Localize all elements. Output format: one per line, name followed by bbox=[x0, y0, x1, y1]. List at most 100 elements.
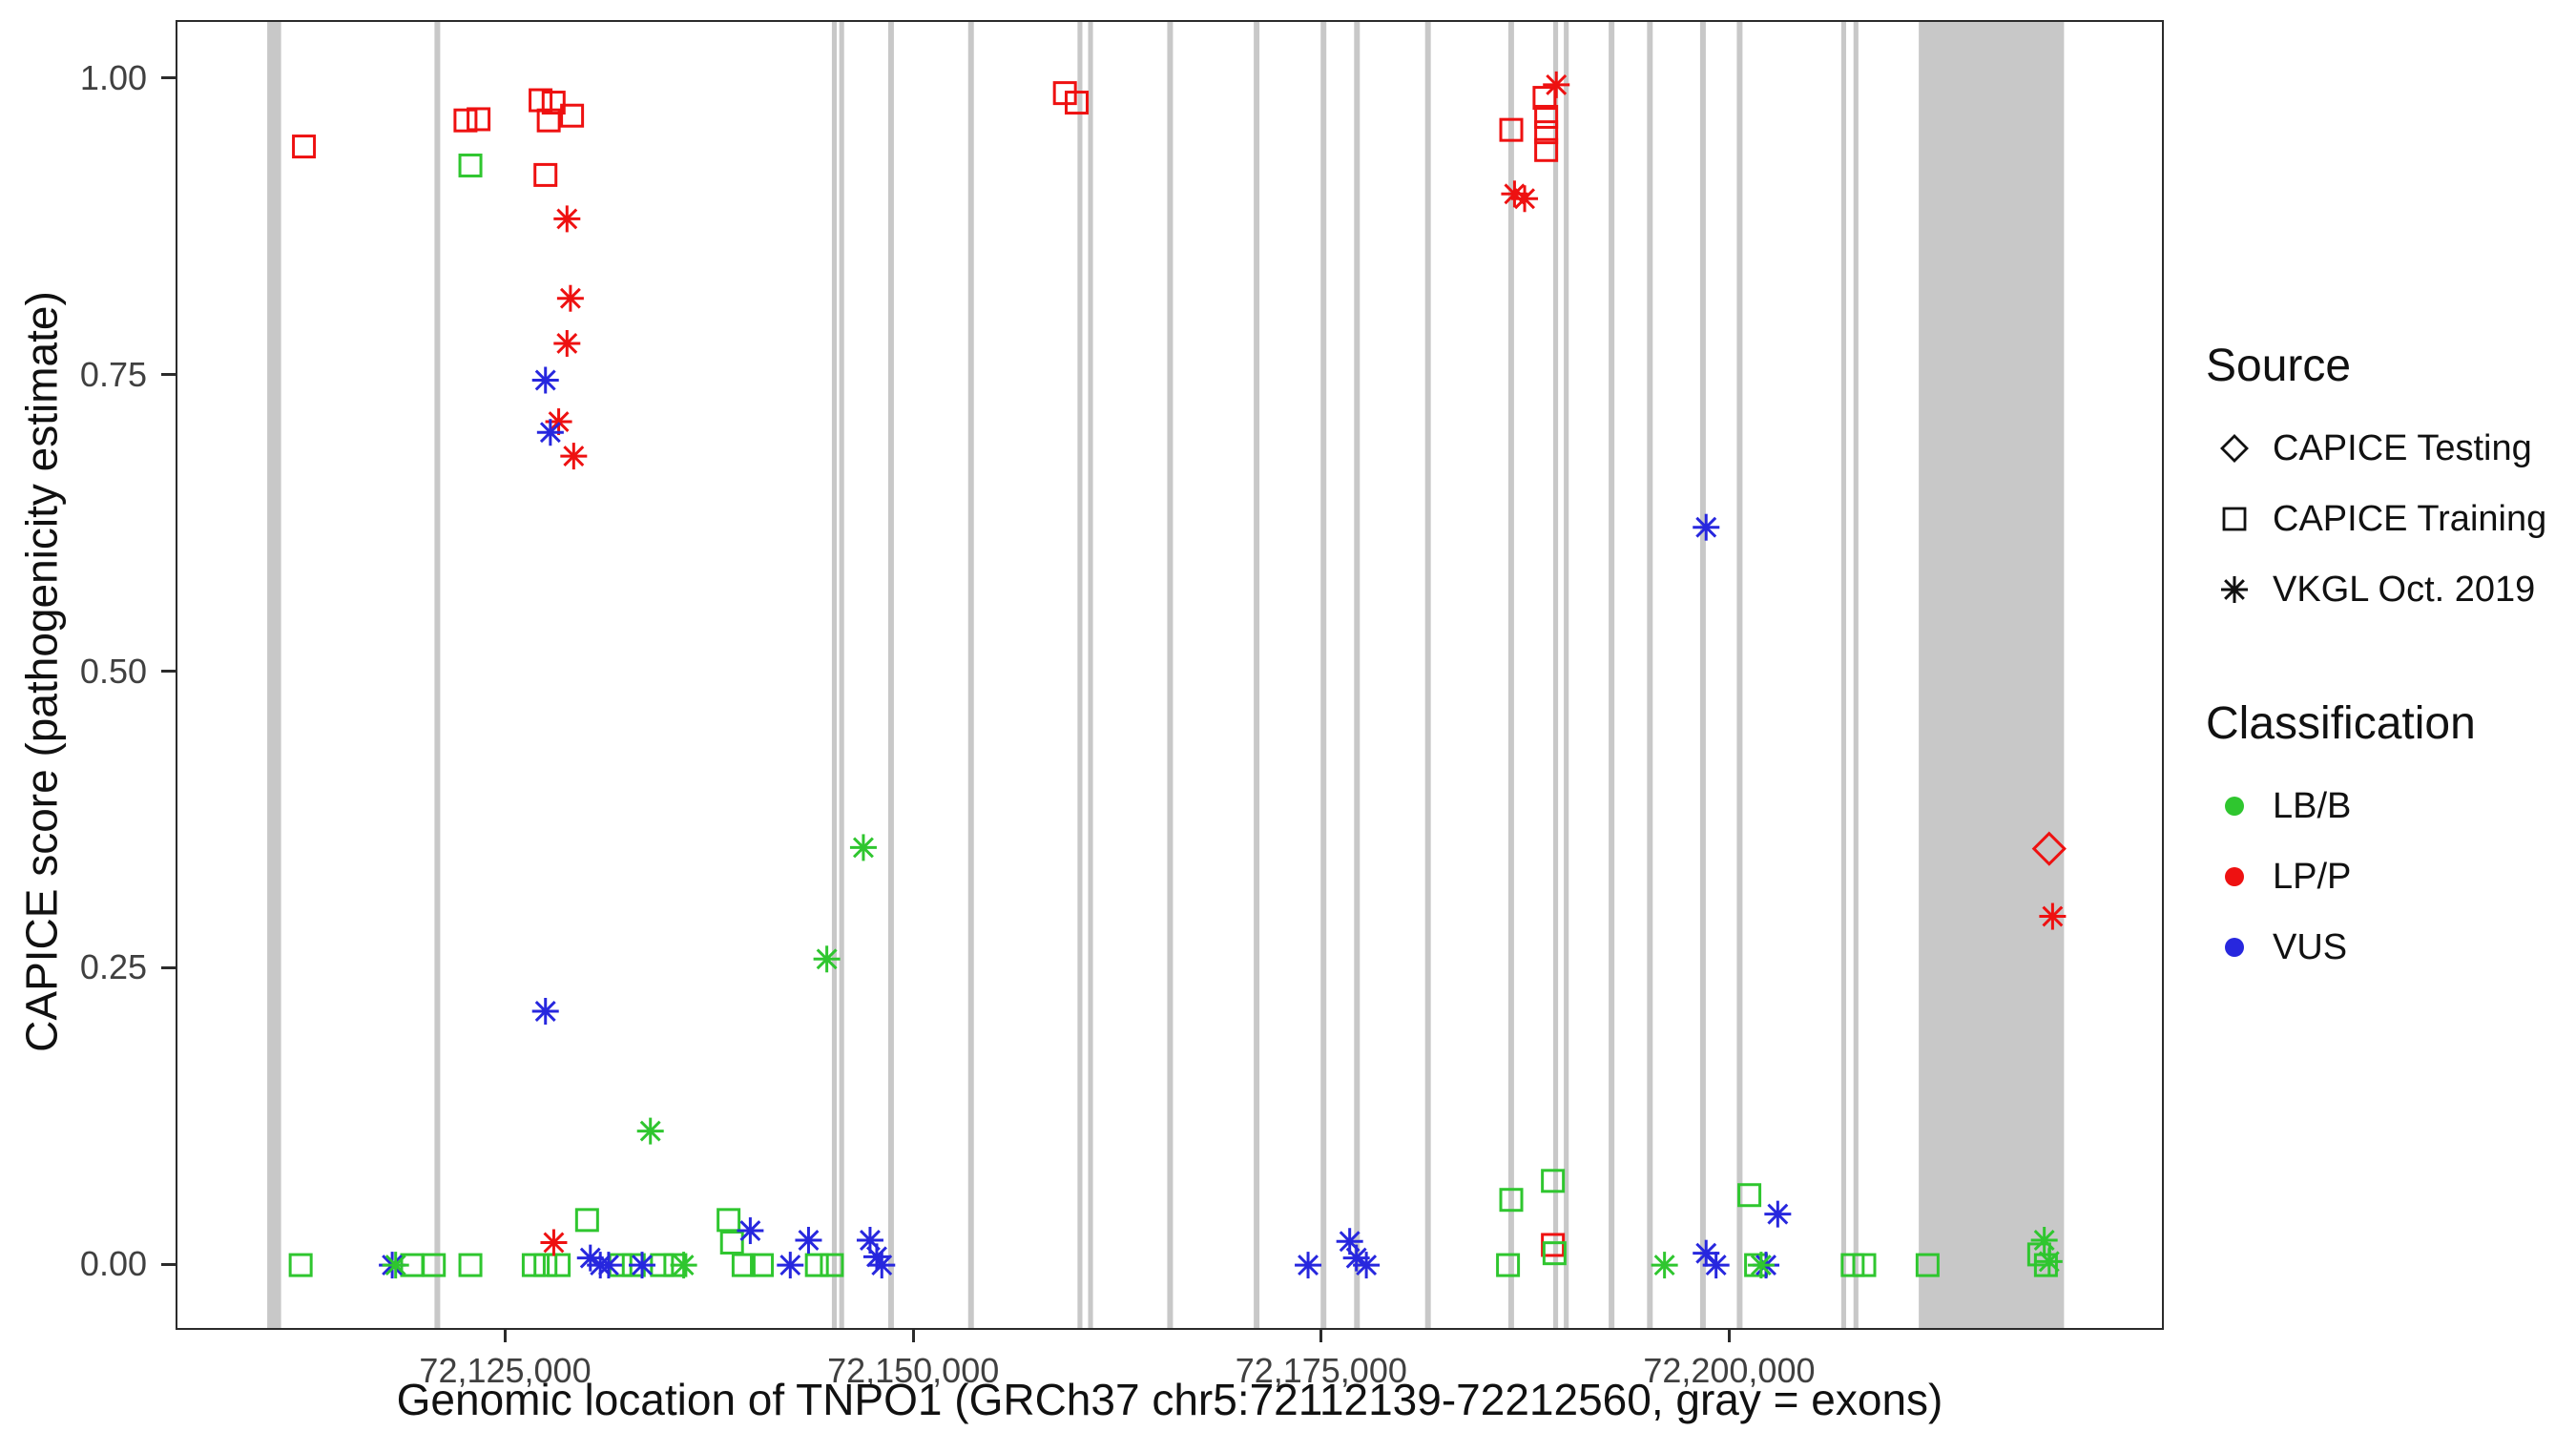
legend-source-title: Source bbox=[2206, 341, 2352, 391]
square-marker bbox=[719, 1230, 744, 1255]
exon-band bbox=[1088, 22, 1093, 1328]
square-marker bbox=[533, 162, 558, 187]
asterisk-marker bbox=[534, 369, 556, 391]
asterisk-marker bbox=[1546, 73, 1568, 95]
square-marker bbox=[1542, 1241, 1567, 1266]
legend-item-lpp: LP/P bbox=[2206, 841, 2546, 912]
asterisk-marker bbox=[1298, 1255, 1319, 1276]
exon-band bbox=[1077, 22, 1083, 1328]
y-tick-label: 0.50 bbox=[79, 651, 147, 691]
y-tick-mark bbox=[161, 1262, 176, 1266]
exon-band bbox=[839, 22, 844, 1328]
asterisk-marker bbox=[673, 1255, 695, 1276]
exon-band bbox=[831, 22, 838, 1328]
legend-item-vus: VUS bbox=[2206, 912, 2546, 983]
square-marker bbox=[422, 1253, 447, 1277]
asterisk-marker bbox=[632, 1255, 653, 1276]
square-marker bbox=[458, 1253, 483, 1277]
exon-band bbox=[1840, 22, 1847, 1328]
x-tick-mark bbox=[1319, 1328, 1323, 1342]
exon-band bbox=[1609, 22, 1615, 1328]
x-tick-label: 72,200,000 bbox=[1643, 1351, 1816, 1390]
plot-points-canvas bbox=[267, 22, 2067, 1328]
legend-item-capice-testing: CAPICE Testing bbox=[2206, 413, 2546, 484]
square-marker bbox=[1499, 117, 1524, 142]
legend-classification-group: Classification LB/B LP/P VUS bbox=[2206, 697, 2546, 983]
square-marker bbox=[1534, 137, 1559, 162]
exon-band bbox=[1564, 22, 1569, 1328]
square-marker bbox=[541, 91, 566, 115]
square-marker bbox=[1915, 1253, 1940, 1277]
asterisk-marker bbox=[1345, 1247, 1367, 1269]
exon-band bbox=[1919, 22, 2065, 1328]
x-tick-label: 72,150,000 bbox=[827, 1351, 1000, 1390]
asterisk-marker bbox=[798, 1230, 820, 1251]
asterisk-marker bbox=[384, 1255, 406, 1276]
asterisk-marker bbox=[1695, 516, 1717, 538]
asterisk-marker bbox=[579, 1247, 601, 1269]
exon-band bbox=[1552, 22, 1559, 1328]
legend-item-label: LP/P bbox=[2273, 856, 2352, 897]
legend-item-label: CAPICE Training bbox=[2273, 498, 2547, 539]
square-marker bbox=[731, 1253, 756, 1277]
asterisk-marker bbox=[1339, 1231, 1361, 1253]
asterisk-marker bbox=[1767, 1203, 1789, 1225]
asterisk-marker bbox=[548, 411, 570, 432]
square-marker bbox=[1534, 120, 1559, 145]
exon-band bbox=[1167, 22, 1174, 1328]
square-marker bbox=[1065, 91, 1089, 115]
x-tick-mark bbox=[911, 1328, 915, 1342]
asterisk-marker bbox=[816, 948, 838, 970]
legend-item-label: CAPICE Testing bbox=[2273, 427, 2532, 468]
exon-band bbox=[887, 22, 894, 1328]
y-tick-mark bbox=[161, 76, 176, 80]
square-marker bbox=[292, 135, 317, 159]
asterisk-marker bbox=[559, 287, 581, 309]
asterisk-marker bbox=[866, 1246, 887, 1268]
legend-item-label: VUS bbox=[2273, 926, 2348, 967]
asterisk-marker bbox=[534, 1001, 556, 1022]
asterisk-marker bbox=[563, 446, 585, 467]
exon-band bbox=[1699, 22, 1706, 1328]
y-tick-mark bbox=[161, 373, 176, 377]
asterisk-marker bbox=[639, 1120, 661, 1142]
legend-item-vkgl: VKGL Oct. 2019 bbox=[2206, 554, 2546, 625]
exon-band bbox=[1853, 22, 1859, 1328]
asterisk-marker bbox=[2038, 1251, 2060, 1273]
asterisk-marker bbox=[2033, 1230, 2055, 1251]
plot-panel bbox=[176, 20, 2164, 1330]
asterisk-marker bbox=[1695, 1242, 1717, 1264]
square-marker bbox=[1499, 1188, 1524, 1213]
square-marker bbox=[2033, 1253, 2058, 1277]
y-tick-mark bbox=[161, 965, 176, 969]
exon-band bbox=[267, 22, 281, 1328]
legend-classification-title: Classification bbox=[2206, 698, 2476, 749]
square-marker bbox=[453, 108, 478, 133]
diamond-icon bbox=[2220, 434, 2249, 463]
asterisk-marker bbox=[556, 333, 578, 354]
y-tick-label: 1.00 bbox=[79, 57, 147, 97]
square-marker bbox=[820, 1253, 844, 1277]
square-marker bbox=[1541, 1233, 1566, 1257]
legend-item-capice-training: CAPICE Training bbox=[2206, 484, 2546, 554]
asterisk-marker bbox=[543, 1232, 565, 1254]
asterisk-marker bbox=[1705, 1255, 1727, 1276]
asterisk-marker bbox=[852, 837, 874, 859]
square-marker bbox=[288, 1253, 313, 1277]
exon-band bbox=[1320, 22, 1327, 1328]
square-marker bbox=[717, 1208, 741, 1233]
asterisk-marker bbox=[1653, 1255, 1675, 1276]
asterisk-marker bbox=[779, 1255, 801, 1276]
square-marker bbox=[467, 107, 491, 132]
square-marker bbox=[1737, 1183, 1762, 1208]
diamond-marker bbox=[2031, 831, 2067, 866]
exon-band bbox=[434, 22, 441, 1328]
square-marker bbox=[750, 1253, 775, 1277]
legend: Source CAPICE Testing CAPICE Training bbox=[2206, 340, 2546, 983]
exon-band bbox=[1647, 22, 1653, 1328]
x-tick-mark bbox=[1727, 1328, 1731, 1342]
exon-band bbox=[1736, 22, 1743, 1328]
exon-band bbox=[1254, 22, 1260, 1328]
x-tick-mark bbox=[504, 1328, 508, 1342]
